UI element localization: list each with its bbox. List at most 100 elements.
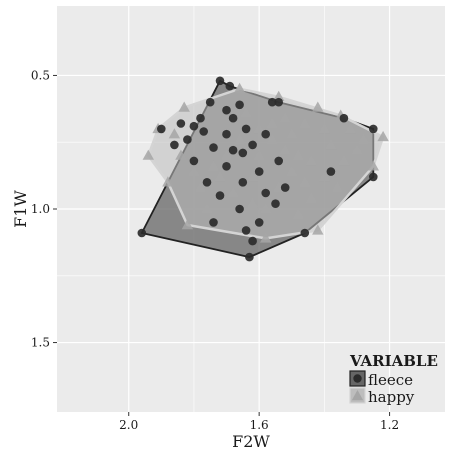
fleece-point <box>245 252 254 262</box>
fleece-point <box>215 191 225 200</box>
fleece-point <box>202 178 212 187</box>
happy-point <box>351 144 363 155</box>
fleece-point <box>254 167 264 176</box>
happy-point <box>292 149 304 160</box>
happy-point <box>286 165 298 176</box>
fleece-point <box>170 140 179 150</box>
fleece-point <box>254 218 264 227</box>
happy-point <box>305 154 317 166</box>
legend-keys <box>349 370 366 404</box>
happy-point <box>344 122 357 134</box>
points-layer <box>137 76 389 262</box>
happy-point <box>178 101 190 112</box>
happy-point <box>266 133 278 144</box>
y-axis-title: F1W <box>11 190 30 228</box>
happy-point <box>266 117 278 128</box>
fleece-point <box>189 121 199 131</box>
happy-point <box>162 176 174 187</box>
happy-point <box>246 197 259 208</box>
legend-title: VARIABLE <box>349 352 438 370</box>
happy-point <box>357 133 370 144</box>
fleece-point <box>235 100 244 110</box>
x-axis-title: F2W <box>232 432 270 451</box>
fleece-point <box>339 113 349 123</box>
fleece-point <box>261 188 271 198</box>
fleece-point <box>228 113 238 123</box>
fleece-point <box>261 129 271 139</box>
fleece-point <box>228 145 238 155</box>
legend-label-fleece: fleece <box>368 371 413 389</box>
legend-marker-happy <box>351 390 364 401</box>
happy-point <box>227 187 239 198</box>
fleece-point <box>300 228 310 238</box>
happy-point <box>233 133 246 144</box>
fleece-point <box>280 183 290 192</box>
happy-point <box>312 101 324 112</box>
fleece-point <box>235 204 244 214</box>
happy-point <box>286 128 298 139</box>
happy-point <box>188 165 200 176</box>
x-tick-label: 1.2 <box>380 418 399 432</box>
fleece-point <box>369 124 378 134</box>
legend-label-happy: happy <box>368 388 415 406</box>
axis-ticks: 2.0 1.6 1.2 0.5 1.0 1.5 <box>31 68 399 432</box>
fleece-point <box>241 226 251 235</box>
y-tick-label: 1.0 <box>31 202 50 216</box>
happy-point <box>299 176 311 187</box>
fleece-point <box>326 167 336 176</box>
fleece-point <box>199 127 208 136</box>
fleece-point <box>189 156 199 166</box>
happy-point <box>377 130 389 142</box>
fleece-point <box>222 162 231 171</box>
fleece-point <box>209 143 218 152</box>
x-tick-label: 1.6 <box>250 418 269 432</box>
happy-point <box>279 144 291 155</box>
x-tick-label: 2.0 <box>119 418 138 432</box>
fleece-point <box>274 156 284 166</box>
happy-point <box>325 138 337 150</box>
happy-point <box>292 208 304 219</box>
fleece-point <box>157 124 166 134</box>
happy-point <box>260 203 272 214</box>
fleece-point <box>267 97 277 107</box>
happy-point <box>253 149 265 160</box>
happy-point <box>233 82 246 93</box>
legend-marker-fleece <box>353 374 362 383</box>
y-tick-label: 0.5 <box>31 68 50 82</box>
fleece-point <box>248 140 257 150</box>
fleece-point <box>222 129 231 139</box>
happy-point <box>312 224 324 235</box>
happy-point <box>318 122 331 134</box>
fleece-point <box>274 97 284 107</box>
fleece-point <box>271 199 280 208</box>
fleece-point <box>222 105 231 115</box>
happy-point <box>240 106 252 117</box>
fleece-point <box>248 236 257 246</box>
fleece-point <box>225 81 235 91</box>
happy-point <box>331 181 344 192</box>
fleece-point <box>238 178 248 187</box>
happy-point <box>279 112 291 123</box>
happy-point <box>175 149 187 160</box>
happy-point <box>273 90 285 101</box>
happy-point <box>253 122 265 134</box>
legend: VARIABLE fleece happy <box>349 352 438 406</box>
happy-point <box>367 160 379 171</box>
fleece-point <box>238 148 248 158</box>
fleece-point <box>137 228 147 238</box>
happy-point <box>220 149 233 160</box>
happy-point <box>214 170 226 182</box>
happy-point <box>142 149 154 160</box>
happy-point <box>260 232 272 243</box>
happy-point <box>168 128 181 139</box>
fleece-point <box>183 135 192 144</box>
happy-point <box>299 117 311 128</box>
happy-point <box>246 170 259 182</box>
fleece-point <box>205 97 215 107</box>
happy-point <box>194 181 207 192</box>
happy-point <box>201 203 213 214</box>
happy-point <box>338 154 350 166</box>
fleece-point <box>241 124 251 134</box>
fleece-point <box>176 119 186 128</box>
